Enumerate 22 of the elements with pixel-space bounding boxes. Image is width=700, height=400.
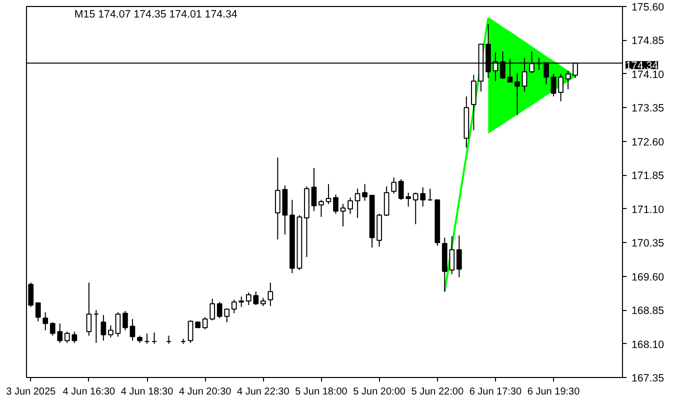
x-tick-label: 5 Jun 22:00: [411, 386, 464, 398]
chart-title: M15 174.07 174.35 174.01 174.34: [74, 8, 238, 20]
y-tick-label: 170.35: [632, 238, 664, 250]
y-tick-label: 167.35: [632, 372, 664, 384]
y-tick-label: 174.85: [632, 35, 664, 48]
y-tick-label: 171.85: [632, 170, 664, 182]
x-tick-label: 4 Jun 16:30: [62, 386, 116, 398]
y-tick-label: 169.60: [632, 271, 664, 284]
y-tick-label: 168.85: [632, 305, 664, 318]
x-tick-label: 6 Jun 19:30: [527, 386, 580, 398]
y-tick-label: 175.60: [632, 2, 664, 14]
y-tick-label: 172.60: [632, 136, 664, 148]
y-tick-label: 171.10: [632, 204, 664, 216]
x-tick-label: 6 Jun 17:30: [469, 386, 522, 398]
x-tick-label: 5 Jun 18:00: [295, 386, 348, 398]
x-tick-label: 4 Jun 18:30: [120, 386, 174, 398]
y-tick-label: 173.35: [632, 102, 664, 115]
x-tick-label: 3 Jun 2025: [6, 386, 56, 398]
x-tick-label: 4 Jun 20:30: [178, 386, 232, 398]
x-tick-label: 5 Jun 20:00: [353, 386, 406, 398]
y-tick-label: 168.10: [632, 338, 664, 351]
x-tick-label: 4 Jun 22:30: [237, 386, 290, 398]
